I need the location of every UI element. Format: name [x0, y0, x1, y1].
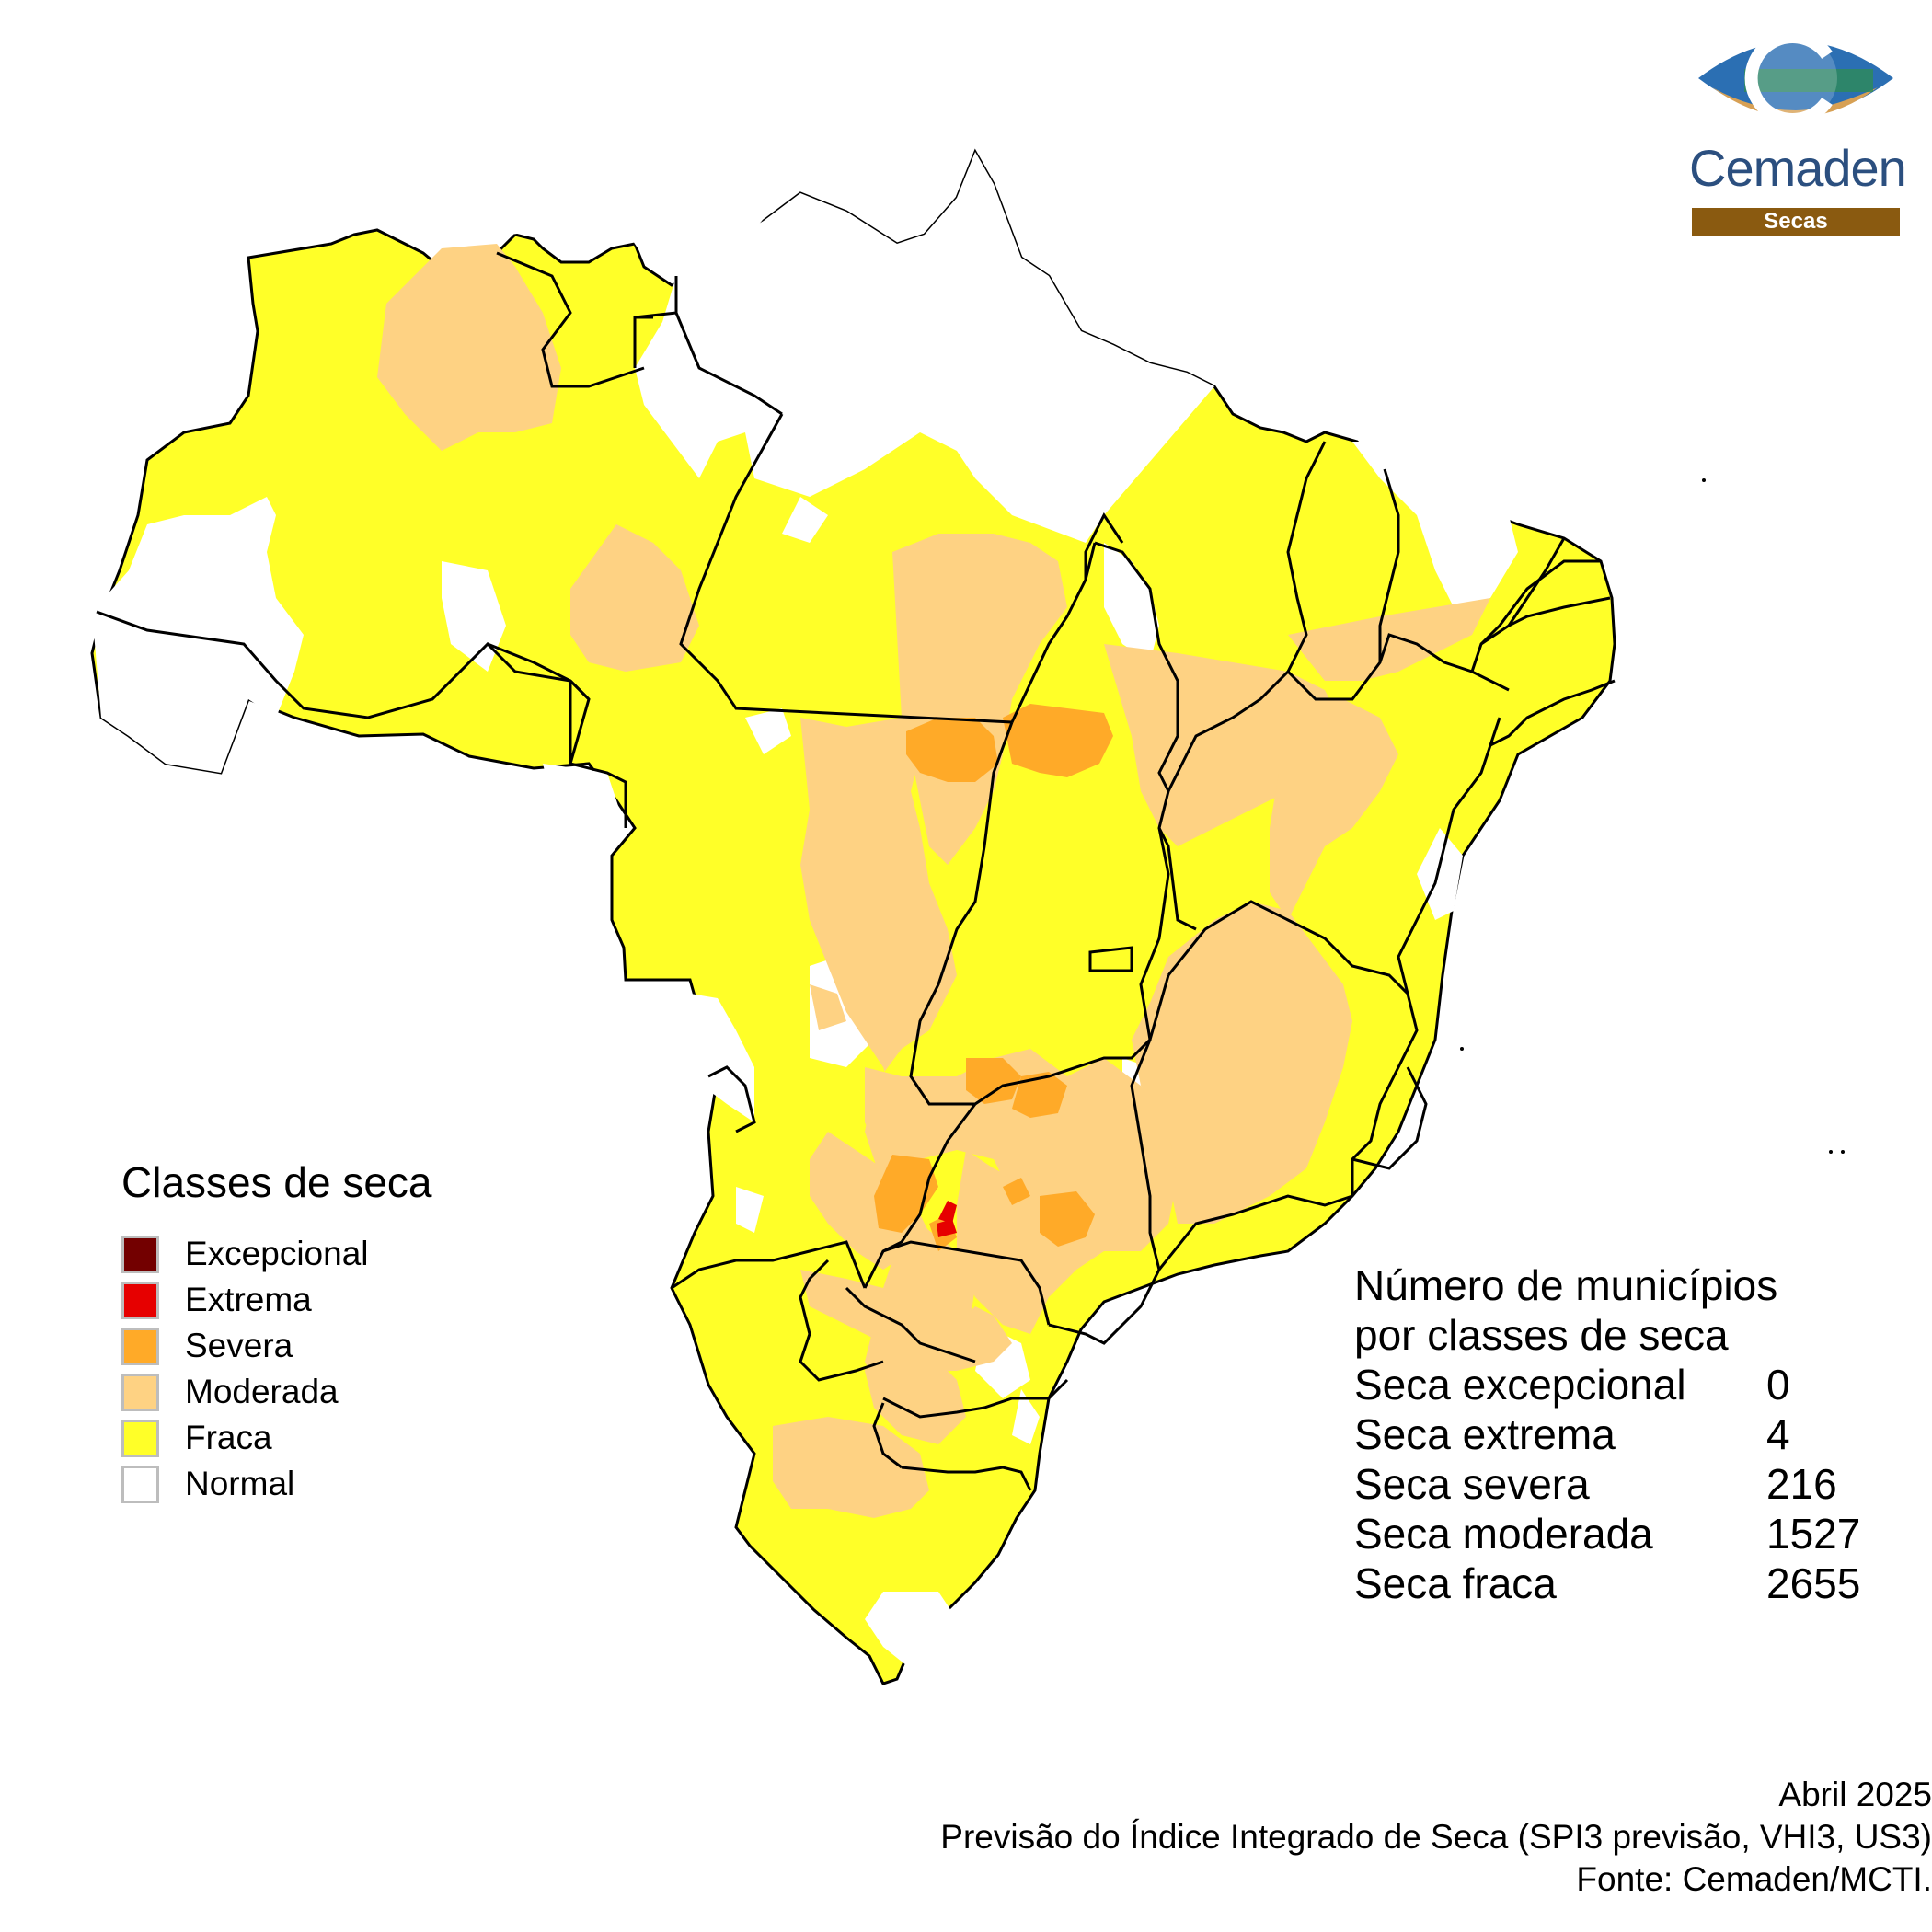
counts-title-line1: Número de municípios — [1354, 1261, 1778, 1309]
footer-date: Abril 2025 — [1778, 1776, 1932, 1813]
legend-swatch — [121, 1281, 159, 1319]
legend: Classes de seca Excepcional Extrema Severa… — [121, 1157, 432, 1507]
legend-label: Excepcional — [185, 1235, 369, 1272]
counts-value: 1527 — [1766, 1510, 1861, 1558]
logo-subtitle: Secas — [1692, 208, 1900, 236]
counts-title-line2: por classes de seca — [1354, 1311, 1729, 1359]
legend-label: Extrema — [185, 1281, 312, 1318]
counts-rows: Seca excepcional 0 Seca extrema 4 Seca sever… — [1354, 1360, 1860, 1608]
counts-value: 4 — [1766, 1410, 1790, 1458]
counts-class-name: Seca severa — [1354, 1460, 1590, 1508]
counts-value: 0 — [1766, 1361, 1790, 1409]
legend-title: Classes de seca — [121, 1158, 432, 1206]
legend-swatch — [121, 1327, 159, 1365]
counts-row: Seca excepcional 0 — [1354, 1360, 1860, 1409]
counts-class-name: Seca fraca — [1354, 1559, 1557, 1607]
legend-swatch — [121, 1235, 159, 1273]
counts-row: Seca extrema 4 — [1354, 1409, 1860, 1459]
legend-item: Extrema — [121, 1277, 432, 1323]
counts-row: Seca moderada 1527 — [1354, 1509, 1860, 1558]
cemaden-logo: Cemaden Secas — [1689, 18, 1907, 236]
legend-item: Fraca — [121, 1415, 432, 1461]
legend-swatch — [121, 1373, 159, 1411]
legend-label: Severa — [185, 1327, 293, 1364]
municipality-counts: Número de municípios por classes de seca… — [1354, 1260, 1860, 1608]
legend-rows: Excepcional Extrema Severa Moderada Fraca Nor… — [121, 1231, 432, 1507]
counts-row: Seca severa 216 — [1354, 1459, 1860, 1509]
footer-description: Previsão do Índice Integrado de Seca (SP… — [940, 1818, 1932, 1856]
legend-item: Excepcional — [121, 1231, 432, 1277]
legend-item: Normal — [121, 1461, 432, 1507]
islands — [1460, 478, 1845, 1154]
normal-areas — [92, 120, 1518, 1665]
eye-icon — [1698, 30, 1893, 126]
moderate-areas — [377, 244, 1490, 1518]
legend-label: Normal — [185, 1465, 295, 1502]
legend-item: Moderada — [121, 1369, 432, 1415]
extreme-areas — [937, 1201, 957, 1237]
severe-areas — [874, 704, 1113, 1251]
counts-class-name: Seca moderada — [1354, 1510, 1653, 1558]
footer: Abril 2025 Previsão do Índice Integrado … — [940, 1774, 1932, 1901]
logo-name: Cemaden — [1689, 139, 1907, 197]
counts-row: Seca fraca 2655 — [1354, 1558, 1860, 1608]
legend-label: Fraca — [185, 1419, 272, 1456]
counts-class-name: Seca extrema — [1354, 1410, 1616, 1458]
counts-class-name: Seca excepcional — [1354, 1361, 1686, 1409]
legend-label: Moderada — [185, 1373, 339, 1410]
counts-value: 216 — [1766, 1460, 1837, 1508]
counts-value: 2655 — [1766, 1559, 1861, 1607]
state-borders — [96, 251, 1616, 1491]
legend-swatch — [121, 1419, 159, 1457]
footer-source: Fonte: Cemaden/MCTI. — [1576, 1860, 1932, 1898]
legend-swatch — [121, 1465, 159, 1503]
legend-item: Severa — [121, 1323, 432, 1369]
